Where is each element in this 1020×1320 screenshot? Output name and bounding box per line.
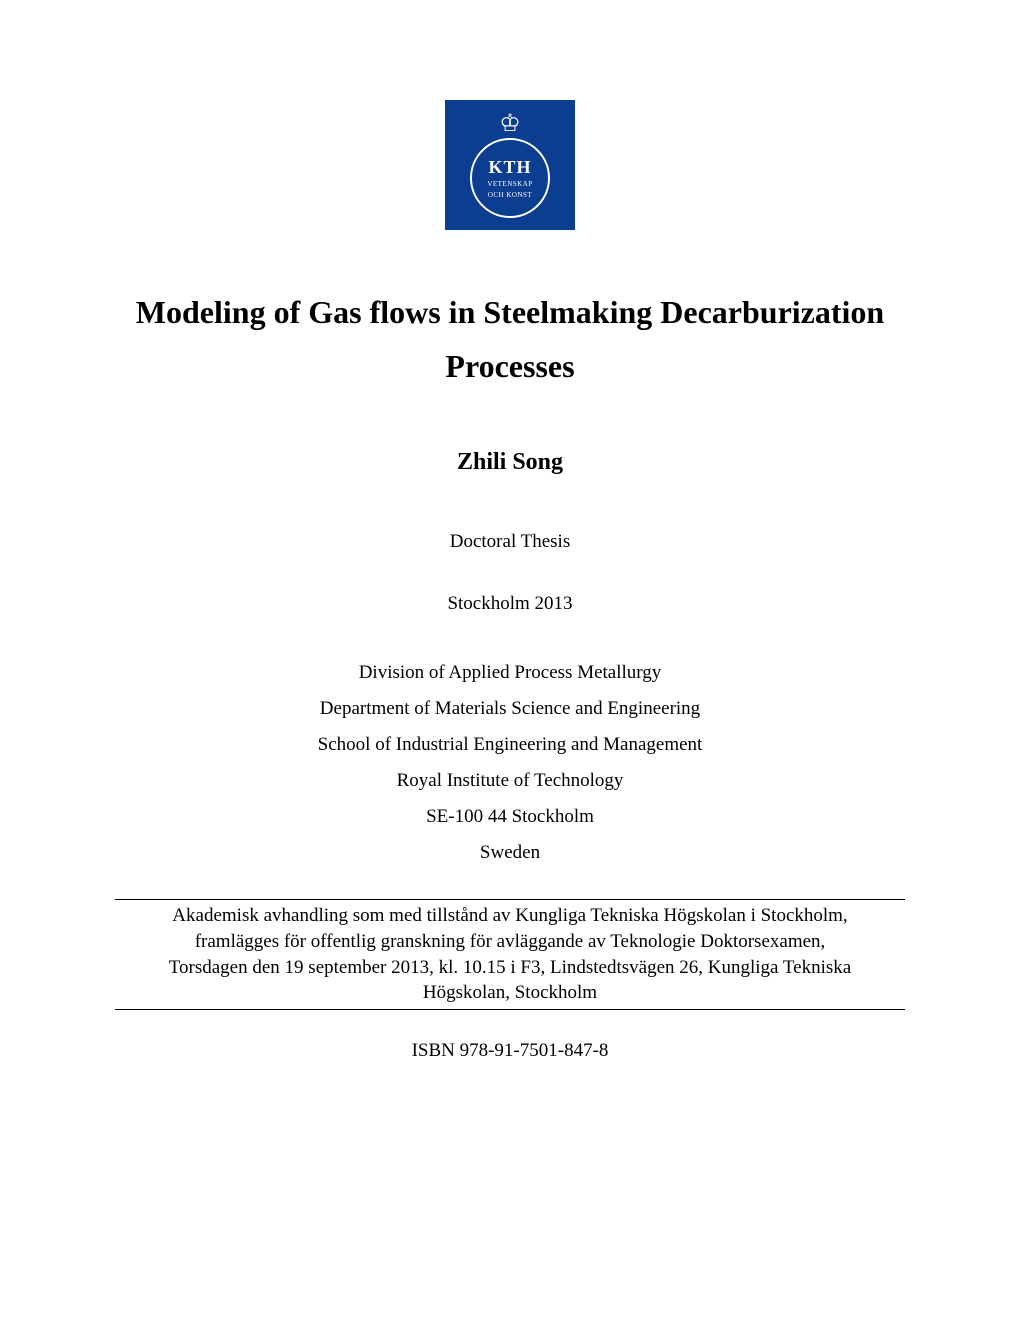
- defense-text: Akademisk avhandling som med tillstånd a…: [115, 900, 905, 1009]
- divider-bottom: [115, 1009, 905, 1010]
- logo-main-text: KTH: [488, 157, 531, 178]
- affiliation-department: Department of Materials Science and Engi…: [115, 691, 905, 727]
- logo-sub-line1: VETENSKAP: [487, 180, 532, 188]
- logo-circle: KTH VETENSKAP OCH KONST: [470, 138, 550, 218]
- affiliation-postal: SE-100 44 Stockholm: [115, 799, 905, 835]
- defense-line2: framlägges för offentlig granskning för …: [115, 929, 905, 955]
- defense-line4: Högskolan, Stockholm: [115, 980, 905, 1006]
- defense-line1: Akademisk avhandling som med tillstånd a…: [115, 903, 905, 929]
- affiliation-country: Sweden: [115, 835, 905, 871]
- defense-line3: Torsdagen den 19 september 2013, kl. 10.…: [115, 955, 905, 981]
- kth-logo: ♔ KTH VETENSKAP OCH KONST: [445, 100, 575, 230]
- isbn: ISBN 978-91-7501-847-8: [115, 1040, 905, 1062]
- thesis-title: Modeling of Gas flows in Steelmaking Dec…: [115, 285, 905, 394]
- crown-icon: ♔: [445, 112, 575, 136]
- affiliation-block: Division of Applied Process Metallurgy D…: [115, 655, 905, 872]
- logo-sub-line2: OCH KONST: [488, 191, 532, 199]
- affiliation-school: School of Industrial Engineering and Man…: [115, 727, 905, 763]
- logo-container: ♔ KTH VETENSKAP OCH KONST: [115, 100, 905, 235]
- defense-section: Akademisk avhandling som med tillstånd a…: [115, 899, 905, 1010]
- location-year: Stockholm 2013: [115, 593, 905, 615]
- affiliation-institute: Royal Institute of Technology: [115, 763, 905, 799]
- affiliation-division: Division of Applied Process Metallurgy: [115, 655, 905, 691]
- logo-inner: ♔ KTH VETENSKAP OCH KONST: [445, 112, 575, 218]
- author-name: Zhili Song: [115, 449, 905, 476]
- thesis-type: Doctoral Thesis: [115, 531, 905, 553]
